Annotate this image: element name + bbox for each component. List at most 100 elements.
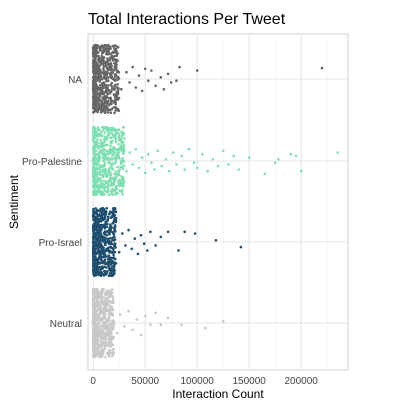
- data-point: [104, 154, 108, 157]
- data-point: [114, 109, 117, 112]
- data-point: [98, 128, 101, 132]
- data-point: [92, 58, 95, 62]
- data-point: [100, 92, 103, 95]
- data-point: [104, 236, 107, 240]
- data-point: [204, 326, 207, 330]
- data-point: [106, 261, 109, 265]
- data-point: [94, 145, 97, 148]
- data-point: [109, 147, 112, 151]
- data-point: [178, 65, 181, 69]
- data-point: [110, 288, 114, 291]
- data-point: [109, 311, 112, 315]
- data-point: [227, 163, 230, 166]
- data-point: [237, 168, 241, 171]
- data-point: [115, 53, 118, 57]
- data-point: [113, 134, 117, 137]
- data-point: [150, 161, 153, 164]
- data-point: [104, 99, 107, 103]
- data-point: [117, 153, 120, 157]
- data-point: [100, 107, 104, 110]
- data-point: [263, 172, 267, 176]
- data-point: [119, 165, 122, 169]
- data-point: [116, 86, 119, 89]
- data-point: [98, 64, 102, 67]
- data-point: [109, 179, 112, 183]
- data-point: [111, 260, 114, 263]
- data-point: [103, 185, 106, 189]
- data-point: [109, 242, 113, 245]
- data-point: [108, 167, 111, 170]
- data-point: [98, 252, 102, 256]
- data-point: [102, 322, 105, 326]
- data-point: [106, 215, 110, 219]
- data-point: [117, 250, 121, 254]
- data-point: [111, 352, 115, 356]
- data-point: [105, 50, 109, 54]
- data-point: [112, 262, 115, 265]
- data-point: [96, 298, 99, 302]
- data-point: [97, 178, 100, 182]
- data-point: [94, 314, 97, 317]
- data-point: [95, 171, 99, 174]
- data-point: [114, 60, 118, 64]
- data-point: [119, 144, 123, 147]
- data-point: [98, 80, 101, 83]
- data-point: [136, 252, 140, 256]
- data-point: [114, 140, 118, 143]
- data-point: [101, 84, 104, 88]
- data-point: [127, 228, 130, 232]
- data-point: [336, 151, 339, 154]
- data-point: [92, 173, 95, 177]
- data-point: [99, 331, 102, 335]
- data-point: [92, 351, 95, 355]
- data-point: [110, 291, 114, 294]
- data-point: [91, 227, 95, 231]
- data-point: [110, 81, 114, 85]
- data-point: [121, 167, 125, 171]
- data-point: [103, 95, 107, 98]
- data-point: [125, 169, 128, 173]
- data-point: [107, 246, 110, 249]
- data-point: [98, 303, 101, 307]
- data-point: [106, 111, 110, 114]
- data-point: [100, 352, 103, 356]
- data-point: [98, 321, 101, 325]
- data-point: [97, 273, 100, 277]
- data-point: [92, 236, 95, 240]
- data-point: [102, 332, 106, 336]
- data-point: [111, 251, 114, 254]
- data-point: [99, 230, 102, 233]
- data-point: [101, 152, 104, 155]
- data-point: [103, 299, 106, 303]
- data-point: [92, 69, 95, 72]
- data-point: [97, 315, 101, 318]
- data-point: [112, 233, 116, 236]
- y-axis-title: Sentiment: [7, 174, 21, 229]
- data-point: [113, 83, 117, 87]
- data-point: [105, 207, 108, 210]
- data-point: [111, 133, 115, 136]
- data-point: [121, 126, 125, 129]
- data-point: [109, 100, 113, 103]
- data-point: [130, 247, 133, 251]
- data-point: [97, 145, 100, 148]
- data-point: [105, 247, 108, 251]
- data-point: [91, 85, 95, 88]
- data-point: [107, 249, 110, 252]
- data-point: [143, 67, 147, 71]
- data-point: [92, 340, 95, 344]
- data-point: [162, 87, 166, 91]
- data-point: [112, 182, 116, 186]
- data-point: [95, 54, 98, 58]
- data-point: [214, 239, 218, 242]
- data-point: [110, 67, 114, 71]
- data-point: [107, 160, 110, 164]
- data-point: [105, 60, 108, 64]
- data-point: [102, 218, 105, 222]
- data-point: [93, 251, 97, 255]
- data-point: [110, 54, 114, 58]
- data-point: [114, 96, 117, 99]
- data-point: [100, 228, 103, 231]
- data-point: [95, 140, 98, 144]
